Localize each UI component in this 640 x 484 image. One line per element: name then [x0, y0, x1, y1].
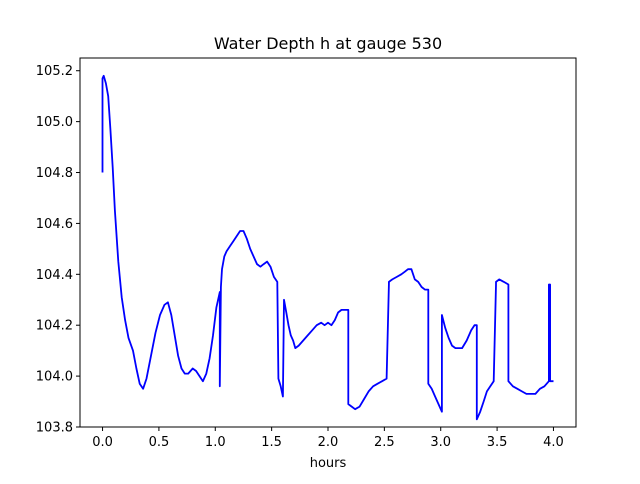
- y-tick-label: 104.8: [36, 166, 73, 181]
- x-tick-label: 1.5: [261, 435, 282, 450]
- y-tick-label: 105.2: [36, 64, 73, 79]
- series-line: [101, 74, 554, 421]
- x-tick-label: 1.0: [205, 435, 226, 450]
- x-tick-label: 0.0: [92, 435, 113, 450]
- x-tick-label: 3.0: [430, 435, 451, 450]
- x-tick-label: 0.5: [149, 435, 170, 450]
- y-tick-label: 103.8: [36, 421, 73, 436]
- x-tick-label: 4.0: [543, 435, 564, 450]
- plot-frame: [79, 57, 577, 428]
- x-tick-label: 2.5: [374, 435, 395, 450]
- y-tick-label: 104.2: [36, 319, 73, 334]
- y-tick-label: 104.6: [36, 217, 73, 232]
- y-axis-ticks: 103.8 104.0 104.2 104.4 104.6 104.8 105.0 105.2: [36, 64, 80, 436]
- x-tick-label: 3.5: [487, 435, 508, 450]
- chart-title: Water Depth h at gauge 530: [214, 34, 442, 53]
- x-axis-ticks: 0.0 0.5 1.0 1.5 2.0 2.5 3.0 3.5 4.0: [92, 427, 564, 450]
- y-tick-label: 104.4: [36, 268, 73, 283]
- x-tick-label: 2.0: [318, 435, 339, 450]
- y-tick-label: 104.0: [36, 370, 73, 385]
- y-tick-label: 105.0: [36, 115, 73, 130]
- x-axis-label: hours: [310, 456, 347, 471]
